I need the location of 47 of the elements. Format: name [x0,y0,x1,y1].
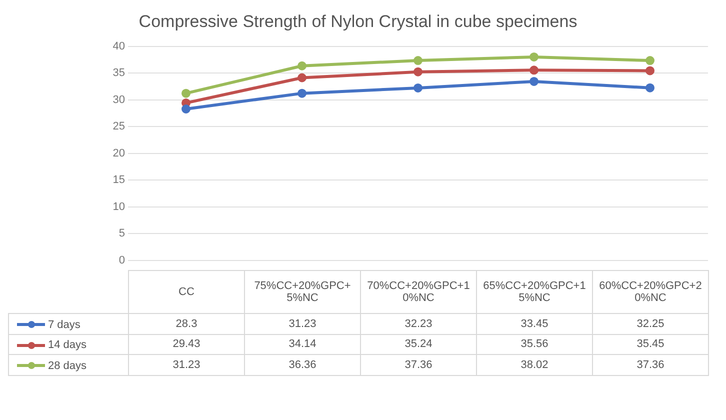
data-label: 37.36 [592,354,708,375]
legend-label: 7 days [48,318,80,330]
data-label: 35.24 [360,334,476,354]
legend-label: 28 days [48,360,87,372]
point [414,83,422,92]
point [298,61,306,70]
point [298,88,306,98]
point [414,67,422,76]
chart-title: Compressive Strength of Nylon Crystal in cube specimens [138,12,578,31]
y-tick-label: 35 [112,67,125,80]
data-label: 29.43 [128,334,244,354]
x-tick-label: 65%CC+20%GPC+15%NC [476,270,592,314]
data-label: 33.45 [476,314,592,334]
data-label: 38.02 [476,354,592,375]
y-tick-label: 0 [118,254,125,266]
point [646,66,654,76]
point [646,56,654,66]
point [182,104,190,114]
x-tick-label: 75%CC+20%GPC+5%NC [244,270,360,314]
data-label: 35.45 [592,334,708,354]
data-label: 36.36 [244,354,360,375]
y-tick-label: 20 [112,147,125,160]
x-tick-label: 70%CC+20%GPC+10%NC [360,270,476,314]
data-label: 34.14 [244,334,360,354]
y-tick-label: 40 [112,40,125,52]
y-tick-label: 30 [112,94,125,106]
data-label: 31.23 [128,354,244,375]
point [646,83,654,92]
y-tick-label: 25 [112,120,125,133]
y-tick-label: 5 [118,228,125,240]
x-tick-label: 60%CC+20%GPC+20%NC [592,270,708,314]
data-label: 32.25 [592,314,708,334]
x-tick-label: CC [128,270,244,314]
y-tick-label: 15 [112,174,125,186]
data-label: 28.3 [128,314,244,334]
point [530,66,538,75]
point [298,73,306,82]
data-label: 32.23 [360,314,476,334]
data-label: 35.56 [476,334,592,354]
y-tick-label: 10 [112,200,125,213]
point [182,88,190,98]
data-label: 37.36 [360,354,476,375]
point [530,52,538,62]
legend-label: 14 days [48,339,87,351]
point [414,56,422,66]
point [530,76,538,86]
data-label: 31.23 [244,314,360,334]
